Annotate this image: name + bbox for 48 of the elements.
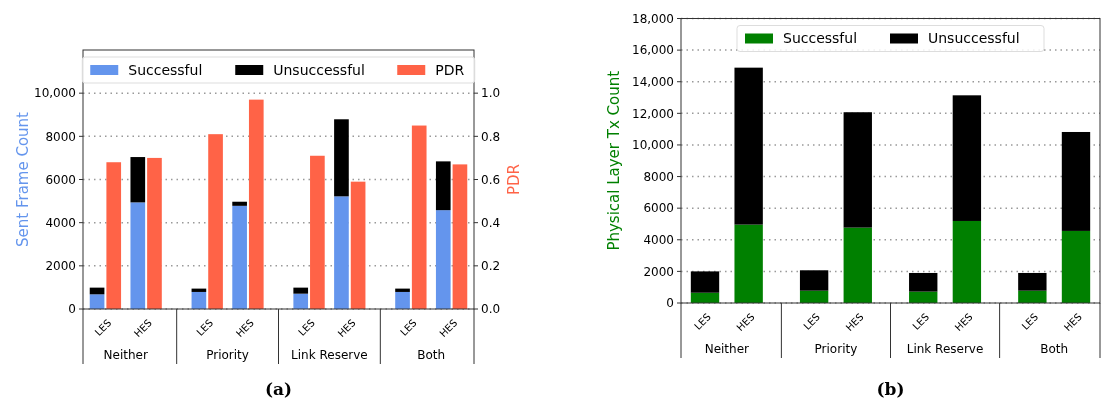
y-tick-label: 4000 xyxy=(45,215,76,230)
y-tick-label: 12,000 xyxy=(632,106,674,121)
x-tick-label: LES xyxy=(1019,311,1041,332)
y-tick-label: 18,000 xyxy=(632,11,674,26)
text: Link Reserve xyxy=(291,348,368,362)
text: Priority xyxy=(814,342,858,356)
y2-tick-label: 0.6 xyxy=(481,172,501,187)
y-tick-label: 4000 xyxy=(643,232,674,247)
y2-tick-label: 0.8 xyxy=(481,129,501,144)
legend-label: Unsuccessful xyxy=(928,30,1020,47)
y-tick-label: 2000 xyxy=(643,264,674,279)
text: Link Reserve xyxy=(906,342,984,356)
x-tick-label: LES xyxy=(910,311,932,332)
text: Neither xyxy=(704,342,750,356)
y-tick-label: 8000 xyxy=(643,169,674,184)
x-tick-label: LES xyxy=(692,311,713,332)
y-tick-label: 16,000 xyxy=(632,43,674,58)
y2-tick-label: 0.4 xyxy=(481,215,501,230)
legend-label: Unsuccessful xyxy=(273,61,365,78)
y2-axis-title: PDR xyxy=(505,163,523,196)
text: Neither xyxy=(103,348,148,362)
x-tick-label: LES xyxy=(194,317,216,338)
y-axis-title: Physical Layer Tx Count xyxy=(605,70,623,251)
legend-label: Successful xyxy=(128,61,203,78)
y-tick-label: 2000 xyxy=(45,259,76,274)
y2-tick-label: 0.0 xyxy=(481,302,501,317)
y2-tick-label: 1.0 xyxy=(481,86,501,101)
legend-label: Successful xyxy=(783,30,858,47)
text: Both xyxy=(417,348,446,362)
text: Priority xyxy=(206,348,249,362)
y-tick-label: 6000 xyxy=(45,172,76,187)
x-tick-label: LES xyxy=(801,311,823,332)
text: (b) xyxy=(876,379,905,399)
y-tick-label: 14,000 xyxy=(632,74,674,89)
y-tick-label: 10,000 xyxy=(34,86,76,101)
y-tick-label: 0 xyxy=(666,296,674,311)
y-tick-label: 10,000 xyxy=(632,138,674,153)
text: (a) xyxy=(264,379,293,399)
x-tick-label: LES xyxy=(296,317,317,338)
y-tick-label: 6000 xyxy=(643,201,674,216)
legend-label: PDR xyxy=(435,61,465,78)
x-tick-label: LES xyxy=(92,317,114,338)
y-tick-label: 8000 xyxy=(45,129,76,144)
y2-tick-label: 0.2 xyxy=(481,259,501,274)
y-tick-label: 0 xyxy=(68,302,76,317)
y-axis-title: Sent Frame Count xyxy=(14,111,32,247)
text: Both xyxy=(1040,342,1069,356)
x-tick-label: LES xyxy=(398,317,419,338)
